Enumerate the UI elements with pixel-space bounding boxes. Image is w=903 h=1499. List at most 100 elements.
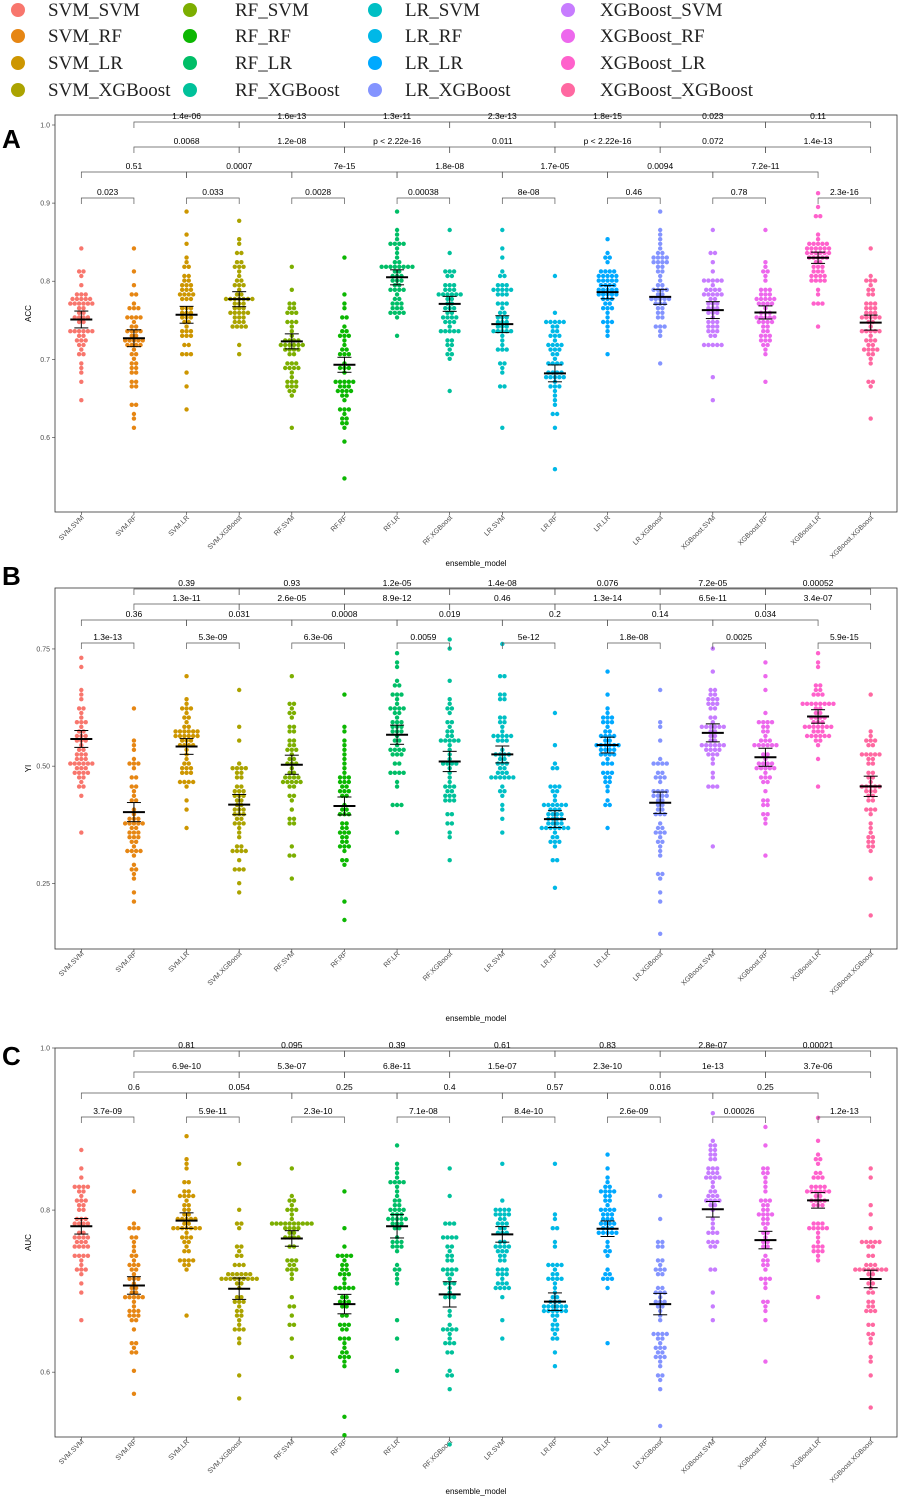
data-point: [236, 687, 242, 693]
data-point: [72, 301, 77, 306]
data-point: [763, 1198, 768, 1203]
data-point: [81, 1184, 86, 1190]
data-point: [765, 1203, 770, 1208]
data-point: [557, 333, 562, 338]
data-point: [440, 315, 446, 320]
data-point: [655, 793, 661, 798]
data-point: [605, 1253, 610, 1259]
data-point: [83, 1267, 88, 1272]
data-point: [127, 1276, 132, 1282]
data-point: [815, 1244, 821, 1249]
bracket-line: [80, 197, 135, 204]
data-point: [721, 743, 727, 748]
data-point: [184, 697, 189, 702]
data-point: [872, 301, 878, 306]
data-point: [394, 1249, 400, 1254]
data-point: [500, 227, 505, 233]
data-point: [761, 301, 766, 306]
bracket-line: [186, 642, 240, 649]
p-value-label: 2.3e-10: [304, 1106, 333, 1116]
bracket-row3-1: 5.3e-07: [238, 1061, 345, 1078]
points-rf-svm: [280, 674, 303, 881]
data-point: [710, 324, 716, 329]
p-value-label: 0.0008: [331, 609, 357, 619]
data-point: [500, 793, 505, 798]
data-point: [344, 839, 349, 844]
legend-key-svm-svm: [11, 3, 25, 17]
data-point: [184, 329, 189, 334]
data-point: [443, 1341, 448, 1346]
data-point: [660, 310, 665, 315]
data-point: [653, 812, 658, 817]
data-point: [340, 839, 345, 844]
data-point: [342, 756, 347, 762]
data-point: [761, 329, 766, 334]
data-point: [131, 821, 137, 826]
data-point: [651, 255, 656, 260]
data-point: [294, 747, 299, 752]
data-point: [605, 692, 610, 697]
data-point: [300, 1221, 306, 1226]
data-point: [870, 793, 876, 798]
p-value-label: 8e-08: [518, 187, 540, 197]
data-point: [552, 1267, 558, 1272]
legend-label-svm-svm: SVM_SVM: [48, 0, 140, 21]
data-point: [662, 324, 667, 329]
data-point: [763, 687, 768, 693]
data-point: [708, 1198, 713, 1203]
data-point: [504, 738, 509, 743]
data-point: [79, 398, 84, 403]
data-point: [497, 1244, 503, 1249]
data-point: [657, 209, 663, 214]
data-point: [495, 292, 501, 297]
data-point: [289, 876, 295, 881]
data-point: [74, 720, 80, 725]
data-point: [866, 1281, 871, 1286]
p-value-label: 2.3e-16: [830, 187, 859, 197]
data-point: [346, 830, 352, 835]
data-point: [394, 720, 400, 725]
data-point: [550, 1226, 555, 1231]
data-point: [340, 835, 345, 840]
data-point: [761, 1207, 766, 1213]
data-point: [133, 825, 139, 831]
data-point: [394, 678, 400, 683]
data-point: [342, 1433, 347, 1438]
bracket-row4-6: 0.00052: [765, 578, 872, 595]
p-value-label: 0.076: [597, 578, 619, 588]
data-point: [127, 1262, 132, 1268]
data-point: [283, 1221, 288, 1226]
data-point: [342, 1189, 347, 1194]
data-point: [662, 1290, 667, 1295]
data-point: [596, 287, 601, 292]
data-point: [397, 1203, 402, 1208]
x-tick-label-xgboost-rf: XGBoost.RF: [737, 514, 770, 547]
data-point: [394, 664, 400, 670]
data-point: [600, 292, 606, 297]
x-tick-label-xgboost-svm: XGBoost.SVM: [680, 950, 717, 987]
bracket-row1-7: 2.3e-16: [817, 187, 872, 204]
p-value-label: 0.2: [549, 609, 561, 619]
data-point: [715, 1166, 720, 1171]
data-point: [818, 246, 823, 251]
data-point: [758, 338, 764, 343]
data-point: [234, 1281, 240, 1286]
data-point: [133, 1290, 139, 1295]
data-point: [184, 296, 189, 302]
data-point: [609, 720, 615, 725]
p-value-label: 7.2e-11: [751, 161, 779, 171]
data-point: [605, 1276, 610, 1282]
data-point: [447, 1193, 452, 1199]
data-point: [239, 292, 244, 297]
data-point: [131, 1221, 137, 1226]
bracket-line: [554, 121, 661, 128]
data-point: [177, 729, 183, 734]
data-point: [767, 766, 773, 771]
bracket-row1-7: 1.2e-13: [817, 1106, 872, 1123]
data-point: [765, 720, 770, 725]
data-point: [445, 1272, 450, 1277]
data-point: [79, 1262, 84, 1268]
data-point: [344, 315, 349, 320]
data-point: [449, 342, 455, 348]
